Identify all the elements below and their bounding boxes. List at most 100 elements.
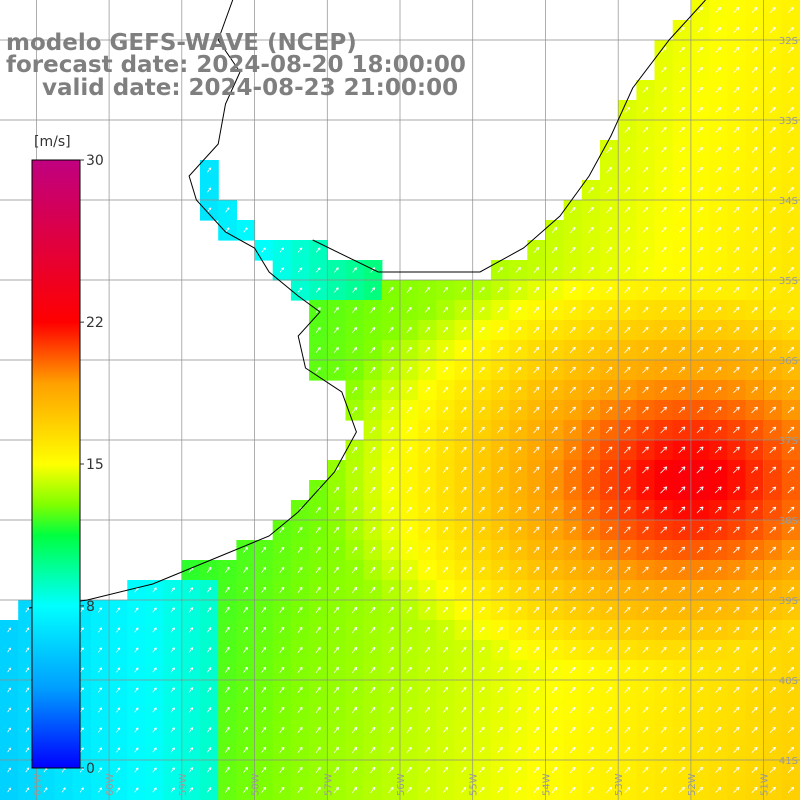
wind-speed-cell bbox=[709, 0, 728, 21]
wind-arrow bbox=[624, 706, 631, 713]
wind-speed-cell bbox=[745, 100, 765, 121]
wind-speed-cell bbox=[509, 440, 528, 461]
wind-arrow bbox=[660, 466, 668, 474]
wind-speed-cell bbox=[400, 560, 419, 581]
wind-arrow bbox=[170, 587, 175, 593]
wind-arrow bbox=[606, 766, 613, 773]
wind-speed-cell bbox=[236, 600, 256, 621]
wind-speed-cell bbox=[763, 160, 783, 181]
wind-arrow bbox=[134, 767, 139, 773]
wind-arrow bbox=[388, 746, 394, 753]
wind-arrow bbox=[388, 546, 394, 553]
longitude-label: 60W bbox=[105, 773, 116, 796]
wind-arrow bbox=[224, 646, 230, 653]
wind-speed-cell bbox=[181, 700, 201, 721]
wind-arrow bbox=[733, 646, 740, 653]
wind-speed-cell bbox=[763, 320, 783, 341]
wind-speed-cell bbox=[745, 640, 765, 661]
wind-arrow bbox=[206, 707, 212, 713]
wind-speed-cell bbox=[472, 620, 492, 641]
wind-arrow bbox=[569, 786, 576, 793]
wind-arrow bbox=[769, 506, 777, 514]
wind-arrow bbox=[769, 67, 776, 73]
wind-arrow bbox=[424, 586, 430, 593]
wind-speed-cell bbox=[418, 400, 437, 421]
wind-speed-cell bbox=[490, 500, 510, 521]
wind-arrow bbox=[479, 766, 485, 773]
wind-speed-cell bbox=[400, 600, 419, 621]
wind-arrow bbox=[424, 346, 430, 353]
wind-arrow bbox=[134, 747, 139, 753]
wind-arrow bbox=[207, 207, 212, 213]
wind-speed-cell bbox=[709, 220, 728, 241]
wind-arrow bbox=[478, 526, 485, 534]
wind-arrow bbox=[551, 746, 558, 753]
wind-speed-cell bbox=[290, 240, 310, 261]
wind-arrow bbox=[460, 426, 467, 434]
wind-arrow bbox=[642, 386, 649, 394]
wind-arrow bbox=[315, 666, 321, 673]
wind-speed-cell bbox=[527, 500, 547, 521]
wind-speed-cell bbox=[690, 200, 710, 221]
wind-speed-cell bbox=[109, 740, 128, 761]
wind-arrow bbox=[624, 326, 631, 334]
wind-speed-cell bbox=[345, 760, 365, 781]
wind-speed-cell bbox=[709, 480, 728, 501]
wind-arrow bbox=[732, 486, 740, 494]
wind-speed-cell bbox=[254, 660, 274, 681]
longitude-label: 57W bbox=[323, 773, 334, 796]
wind-arrow bbox=[515, 486, 522, 494]
wind-arrow bbox=[442, 686, 449, 693]
wind-arrow bbox=[642, 227, 649, 233]
wind-speed-cell bbox=[418, 300, 437, 321]
wind-speed-cell bbox=[454, 280, 474, 301]
wind-arrow bbox=[733, 287, 740, 293]
wind-speed-cell bbox=[309, 320, 328, 341]
wind-arrow bbox=[497, 746, 503, 753]
wind-arrow bbox=[787, 27, 794, 33]
wind-arrow bbox=[206, 747, 212, 753]
wind-arrow bbox=[715, 227, 722, 233]
wind-arrow bbox=[715, 706, 722, 713]
wind-arrow bbox=[370, 327, 376, 333]
wind-speed-cell bbox=[636, 260, 656, 281]
wind-arrow bbox=[624, 346, 631, 354]
wind-speed-cell bbox=[290, 560, 310, 581]
wind-arrow bbox=[642, 247, 649, 253]
wind-arrow bbox=[624, 566, 631, 574]
wind-arrow bbox=[588, 286, 594, 293]
wind-arrow bbox=[660, 386, 667, 394]
wind-speed-cell bbox=[400, 580, 419, 601]
wind-speed-cell bbox=[745, 20, 765, 41]
wind-arrow bbox=[370, 546, 376, 553]
wind-arrow bbox=[424, 726, 430, 733]
wind-arrow bbox=[279, 646, 285, 653]
wind-arrow bbox=[406, 406, 412, 414]
wind-arrow bbox=[206, 607, 212, 613]
wind-speed-cell bbox=[527, 760, 547, 781]
wind-speed-cell bbox=[581, 560, 601, 581]
wind-speed-cell bbox=[763, 220, 783, 241]
wind-arrow bbox=[333, 367, 339, 373]
wind-arrow bbox=[642, 406, 649, 414]
wind-speed-cell bbox=[636, 580, 656, 601]
wind-arrow bbox=[769, 667, 776, 673]
wind-arrow bbox=[714, 466, 722, 474]
wind-arrow bbox=[769, 426, 777, 434]
wind-speed-cell bbox=[618, 460, 637, 481]
wind-arrow bbox=[587, 546, 595, 554]
wind-arrow bbox=[697, 706, 704, 713]
wind-speed-cell bbox=[145, 620, 165, 641]
wind-arrow bbox=[624, 726, 631, 733]
wind-speed-cell bbox=[527, 340, 547, 361]
wind-arrow bbox=[243, 566, 248, 573]
wind-arrow bbox=[751, 147, 758, 153]
wind-arrow bbox=[206, 767, 212, 773]
wind-speed-cell bbox=[600, 540, 619, 561]
wind-arrow bbox=[660, 267, 667, 273]
wind-arrow bbox=[79, 607, 84, 613]
wind-arrow bbox=[333, 486, 339, 493]
wind-arrow bbox=[297, 646, 303, 653]
wind-speed-cell bbox=[745, 580, 765, 601]
